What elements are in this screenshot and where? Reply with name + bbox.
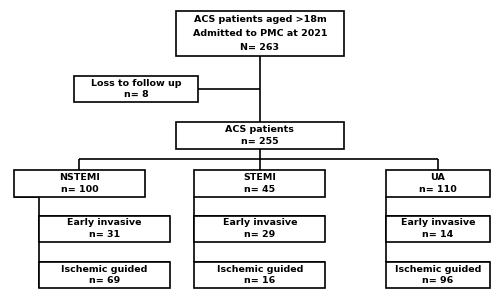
FancyBboxPatch shape: [74, 76, 198, 102]
Text: Ischemic guided: Ischemic guided: [216, 265, 303, 274]
Text: n= 45: n= 45: [244, 185, 276, 194]
FancyBboxPatch shape: [38, 262, 170, 288]
FancyBboxPatch shape: [386, 216, 490, 242]
Text: Ischemic guided: Ischemic guided: [61, 265, 148, 274]
Text: Ischemic guided: Ischemic guided: [394, 265, 481, 274]
Text: n= 110: n= 110: [419, 185, 457, 194]
FancyBboxPatch shape: [386, 170, 490, 197]
Text: n= 16: n= 16: [244, 277, 276, 285]
Text: Admitted to PMC at 2021: Admitted to PMC at 2021: [192, 29, 327, 38]
FancyBboxPatch shape: [176, 122, 344, 148]
Text: NSTEMI: NSTEMI: [59, 173, 100, 182]
Text: n= 14: n= 14: [422, 230, 454, 239]
Text: n= 255: n= 255: [241, 137, 279, 146]
Text: n= 69: n= 69: [88, 277, 120, 285]
Text: Early invasive: Early invasive: [222, 219, 297, 228]
FancyBboxPatch shape: [194, 170, 326, 197]
FancyBboxPatch shape: [14, 170, 145, 197]
Text: ACS patients: ACS patients: [226, 125, 294, 134]
Text: n= 31: n= 31: [88, 230, 120, 239]
FancyBboxPatch shape: [194, 262, 326, 288]
Text: n= 8: n= 8: [124, 90, 148, 99]
Text: STEMI: STEMI: [244, 173, 276, 182]
Text: Loss to follow up: Loss to follow up: [91, 78, 182, 88]
Text: ACS patients aged >18m: ACS patients aged >18m: [194, 15, 326, 24]
FancyBboxPatch shape: [386, 262, 490, 288]
FancyBboxPatch shape: [176, 11, 344, 56]
Text: UA: UA: [430, 173, 446, 182]
Text: Early invasive: Early invasive: [67, 219, 142, 228]
Text: n= 29: n= 29: [244, 230, 276, 239]
Text: N= 263: N= 263: [240, 42, 280, 52]
FancyBboxPatch shape: [38, 216, 170, 242]
FancyBboxPatch shape: [194, 216, 326, 242]
Text: n= 100: n= 100: [60, 185, 98, 194]
Text: Early invasive: Early invasive: [400, 219, 475, 228]
Text: n= 96: n= 96: [422, 277, 454, 285]
